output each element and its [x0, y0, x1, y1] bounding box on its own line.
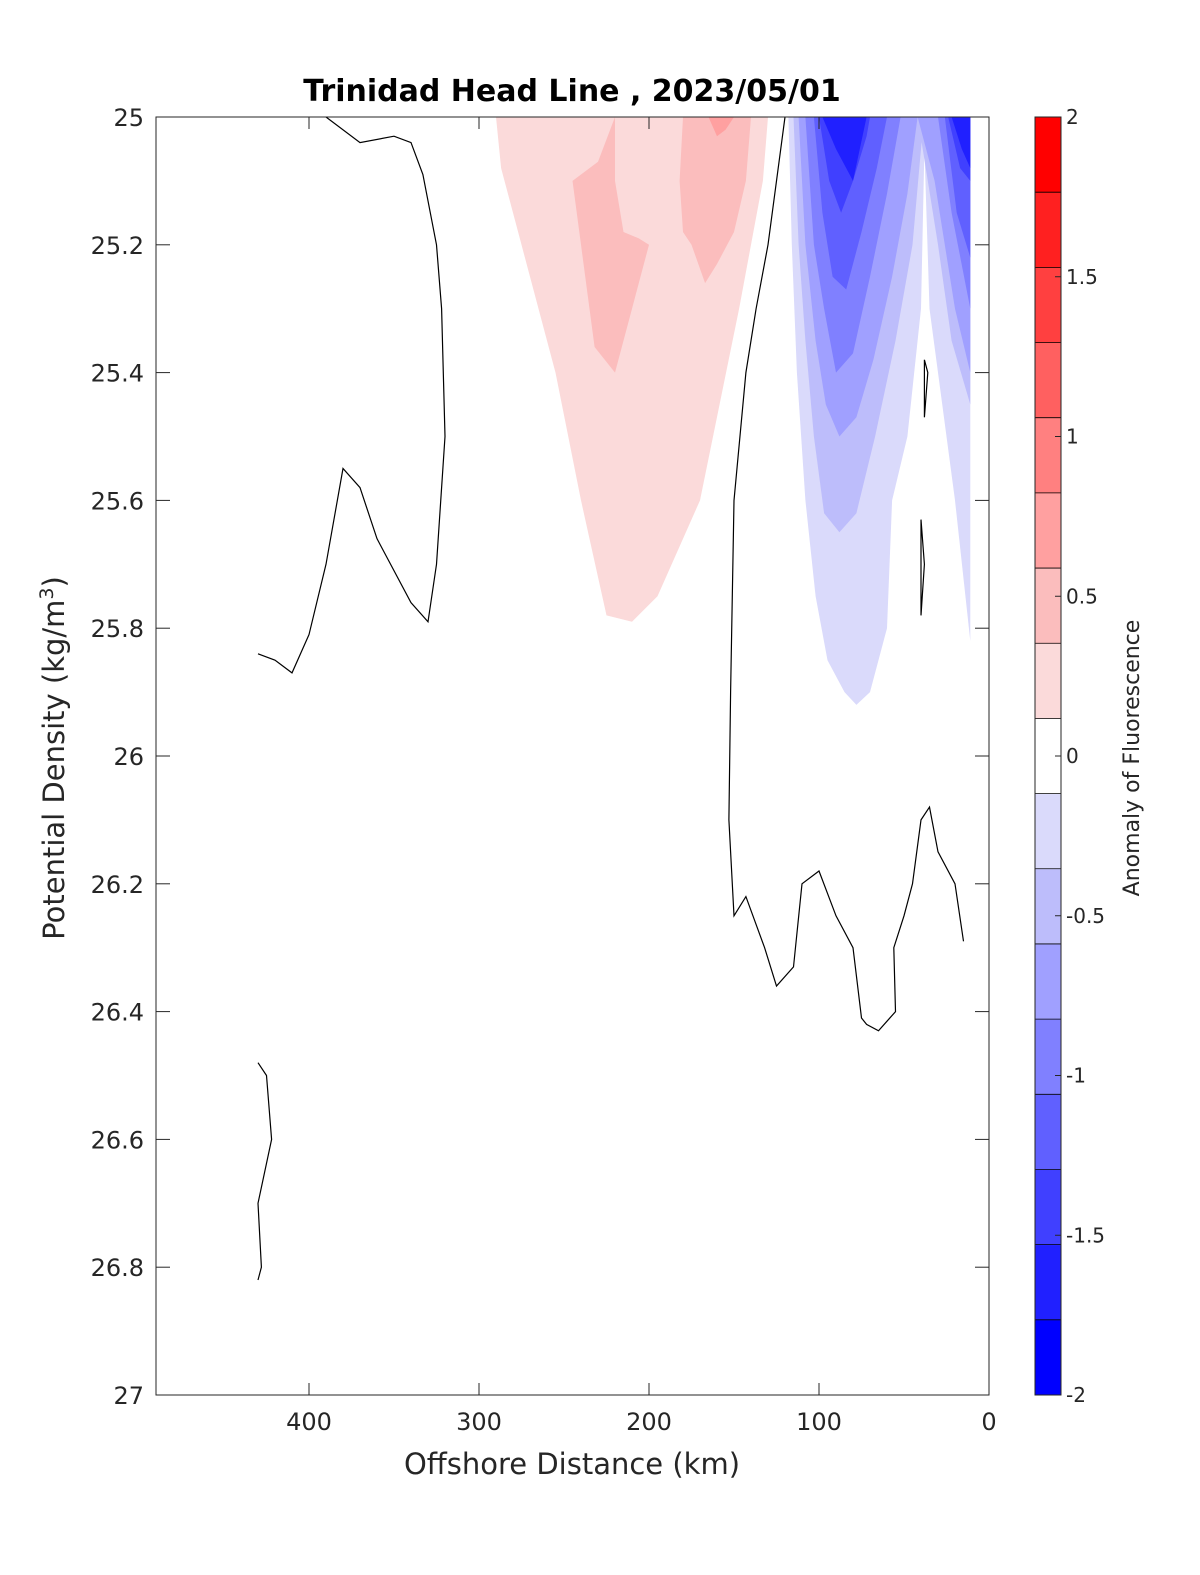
colorbar-band	[1035, 192, 1061, 268]
colorbar-tick-label: 0.5	[1066, 584, 1098, 608]
x-tick-label: 200	[626, 1408, 672, 1436]
colorbar-label: Anomaly of Fluorescence	[1120, 620, 1145, 897]
y-tick-label: 25.2	[91, 232, 144, 260]
colorbar-band	[1035, 1019, 1061, 1095]
colorbar-tick-label: 1	[1066, 425, 1079, 449]
colorbar-tick-label: -1	[1066, 1064, 1086, 1088]
colorbar-band	[1035, 267, 1061, 344]
y-axis-label-close: )	[37, 576, 71, 587]
colorbar-band	[1035, 943, 1061, 1020]
contour-fill-negative-1.75	[822, 117, 971, 181]
plot-area: 400 300 200 100 0 25 25.2 25.4 25.6 25.8 26 26.2 26…	[91, 104, 997, 1436]
zero-contour-island-lower	[920, 519, 926, 616]
x-axis-ticks: 400 300 200 100 0	[286, 117, 997, 1436]
zero-contour-middle	[728, 116, 965, 1032]
y-tick-label: 26.8	[91, 1254, 144, 1282]
x-tick-label: 300	[456, 1408, 502, 1436]
y-tick-label: 26.2	[91, 871, 144, 899]
colorbar-ticks: 2 1.5 1 0.5 0 -0.5 -1 -1.5 -2	[1055, 105, 1105, 1407]
y-axis-label: Potential Density (kg/m3)	[36, 576, 71, 940]
colorbar-band	[1035, 342, 1061, 419]
colorbar-tick-label: 2	[1066, 105, 1079, 129]
colorbar-band	[1035, 1244, 1061, 1321]
contour-fill-positive-0.75	[708, 117, 734, 137]
filled-contours	[496, 117, 971, 705]
zero-contour-deep	[257, 1062, 273, 1281]
y-tick-label: 26.6	[91, 1126, 144, 1154]
colorbar-band	[1035, 492, 1061, 569]
x-tick-label: 100	[796, 1408, 842, 1436]
y-axis-ticks: 25 25.2 25.4 25.6 25.8 26 26.2 26.4 26.6 26.8 27	[91, 104, 989, 1410]
colorbar-band	[1035, 793, 1061, 870]
y-tick-label: 26	[113, 743, 144, 771]
colorbar: 2 1.5 1 0.5 0 -0.5 -1 -1.5 -2 Anomaly of Fluores…	[1034, 105, 1145, 1407]
y-tick-label: 25.8	[91, 615, 144, 643]
y-tick-label: 25.6	[91, 487, 144, 515]
x-tick-label: 400	[286, 1408, 332, 1436]
chart-title: Trinidad Head Line , 2023/05/01	[303, 74, 840, 109]
colorbar-tick-label: -1.5	[1066, 1223, 1105, 1247]
zero-contour-left	[257, 116, 446, 674]
zero-contour-island-upper	[923, 359, 929, 418]
colorbar-band	[1035, 417, 1061, 494]
x-tick-label: 0	[981, 1408, 996, 1436]
y-tick-label: 25	[113, 104, 144, 132]
colorbar-band	[1035, 868, 1061, 945]
colorbar-bands	[1035, 117, 1061, 1396]
colorbar-band	[1035, 1169, 1061, 1246]
colorbar-band	[1035, 1094, 1061, 1170]
colorbar-band	[1035, 117, 1061, 193]
colorbar-band	[1035, 568, 1061, 644]
contour-fill-positive-0.5-a	[572, 117, 649, 373]
colorbar-tick-label: 1.5	[1066, 265, 1098, 289]
colorbar-band	[1035, 643, 1061, 719]
contour-fill-positive-0.5-b	[679, 117, 751, 284]
y-tick-label: 27	[113, 1382, 144, 1410]
y-axis-label-main: Potential Density (kg/m	[37, 600, 71, 940]
x-axis-label: Offshore Distance (km)	[404, 1447, 740, 1481]
colorbar-tick-label: -0.5	[1066, 904, 1105, 928]
y-axis-label-superscript: 3	[36, 587, 58, 599]
colorbar-tick-label: 0	[1066, 744, 1079, 768]
y-tick-label: 25.4	[91, 360, 144, 388]
zero-contour-lines	[257, 116, 965, 1281]
colorbar-band	[1035, 1319, 1061, 1396]
colorbar-tick-label: -2	[1066, 1383, 1086, 1407]
y-tick-label: 26.4	[91, 999, 144, 1027]
